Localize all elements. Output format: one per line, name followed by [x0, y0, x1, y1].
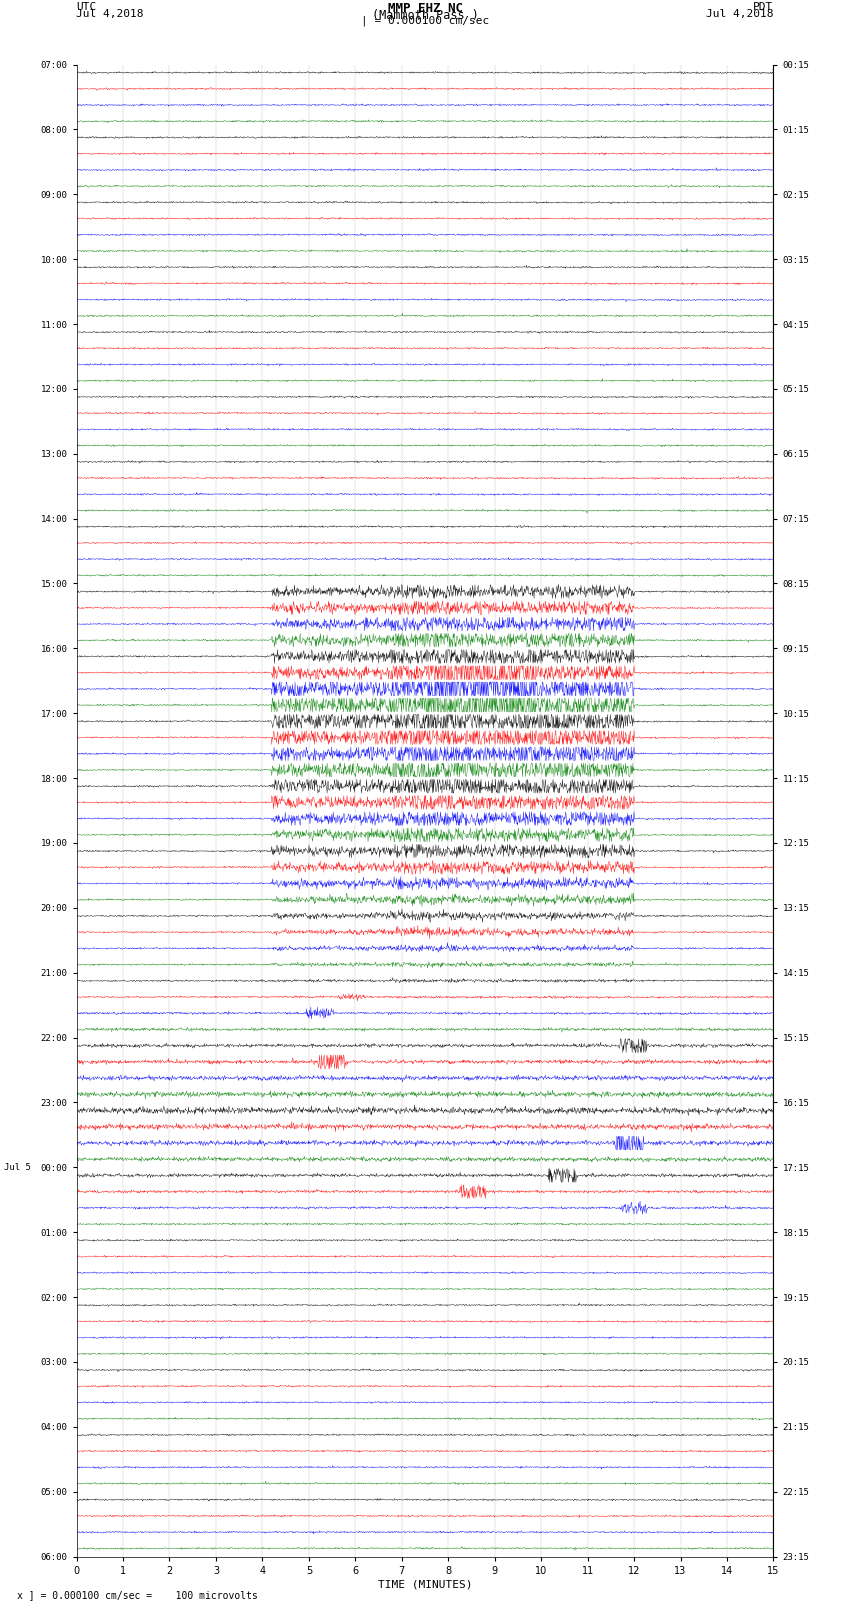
Text: (Mammoth Pass ): (Mammoth Pass ) — [371, 10, 479, 23]
Text: MMP EHZ NC: MMP EHZ NC — [388, 3, 462, 16]
Text: Jul 4,2018: Jul 4,2018 — [76, 10, 144, 19]
Text: Jul 4,2018: Jul 4,2018 — [706, 10, 774, 19]
Text: Jul 5: Jul 5 — [4, 1163, 31, 1171]
X-axis label: TIME (MINUTES): TIME (MINUTES) — [377, 1579, 473, 1590]
Text: UTC: UTC — [76, 3, 97, 13]
Text: x ] = 0.000100 cm/sec =    100 microvolts: x ] = 0.000100 cm/sec = 100 microvolts — [17, 1590, 258, 1600]
Text: PDT: PDT — [753, 3, 774, 13]
Text: | = 0.000100 cm/sec: | = 0.000100 cm/sec — [361, 16, 489, 26]
